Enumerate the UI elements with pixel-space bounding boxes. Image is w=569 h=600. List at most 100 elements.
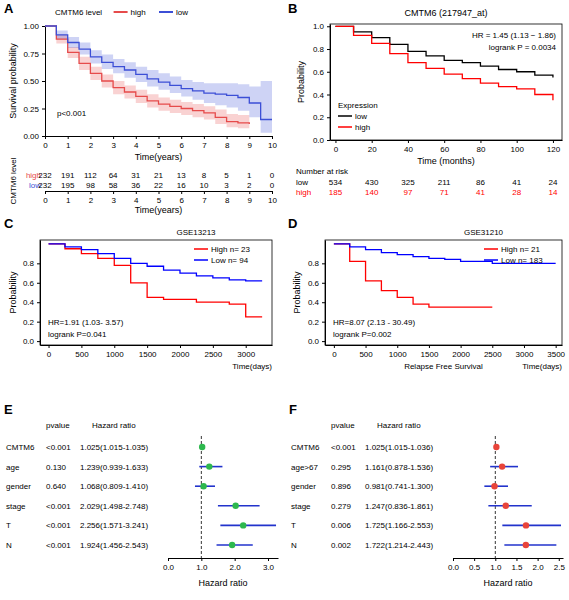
y-axis-tick-label: 0.8 [23, 259, 35, 268]
risk-x-axis-tick: 6 [179, 191, 184, 205]
risk-x-axis-tick: 1 [66, 191, 71, 205]
risk-count: 1 [247, 171, 252, 180]
x-axis-tick-mark [136, 136, 137, 139]
risk-count: 191 [61, 171, 75, 180]
x-axis-tick: 20 [368, 140, 377, 154]
legend-swatch [484, 248, 498, 250]
chart-title: GSE31210 [464, 228, 504, 237]
x-axis-tick-label: 3000 [516, 350, 534, 359]
row-label: T [6, 521, 11, 530]
y-axis-tick-mark [322, 341, 325, 342]
x-axis-tick-label: 40 [404, 145, 413, 154]
x-axis-tick-mark [366, 345, 367, 348]
risk-count: 0 [270, 181, 275, 190]
x-axis-line [331, 140, 563, 141]
x-axis-tick-mark [181, 136, 182, 139]
risk-x-axis-tick: 0 [43, 191, 48, 205]
x-axis-tick: 2 [89, 136, 94, 150]
survival-curve [49, 244, 263, 317]
y-axis: 0.00.20.40.60.81.0 [313, 22, 331, 145]
y-axis-tick: 0.6 [313, 68, 330, 77]
risk-x-axis-tick-mark [136, 191, 137, 194]
risk-x-axis-tick-label: 5 [157, 196, 162, 205]
panel-A: A0123456789100.000.250.500.751.00Surviva… [4, 1, 277, 215]
risk-x-axis-tick-label: 3 [111, 196, 116, 205]
y-axis: 0.000.250.500.751.00 [23, 22, 45, 141]
risk-count: 16 [177, 181, 186, 190]
x-axis-tick: 2000 [172, 345, 190, 359]
risk-count: 36 [131, 181, 140, 190]
plot-frame [325, 240, 562, 345]
x-axis-tick: 1.5 [511, 558, 523, 572]
x-axis-tick-mark [213, 345, 214, 348]
x-axis-title: Time(days) [232, 362, 272, 371]
x-axis-tick: 500 [359, 345, 373, 359]
legend: CMTM6 levelhighlow [55, 8, 188, 17]
x-axis-tick: 1500 [421, 345, 439, 359]
hazard-ratio-point [503, 503, 509, 509]
y-axis-tick-mark [42, 81, 45, 82]
hazard-ratio-point [491, 483, 497, 489]
risk-count: 8 [202, 171, 207, 180]
x-axis-tick: 3.0 [263, 558, 275, 572]
x-axis-title: Time (months) [417, 156, 475, 166]
survival-curve [45, 26, 272, 120]
legend-swatch [338, 115, 352, 117]
x-axis-tick: 0 [43, 136, 48, 150]
x-axis-tick-label: 2 [89, 141, 94, 150]
hazard-ratio-label: 1.239(0.939-1.633) [80, 463, 148, 472]
x-axis-title: Hazard ratio [198, 578, 247, 588]
y-axis-tick-label: 1.0 [313, 22, 325, 31]
y-axis-tick-mark [322, 283, 325, 284]
x-axis-tick: 2000 [452, 345, 470, 359]
x-axis-tick: 40 [404, 140, 413, 154]
column-header: pvalue [331, 421, 355, 430]
row-label: gender [6, 482, 31, 491]
y-axis-tick: 0.4 [313, 91, 330, 100]
x-axis-tick: 120 [547, 140, 561, 154]
annotation: logrank P=0.002 [333, 330, 392, 339]
risk-count: 3 [224, 181, 229, 190]
hazard-ratio-label: 1.924(1.456-2.543) [80, 541, 148, 550]
annotation: logrank P=0.041 [48, 330, 107, 339]
risk-count: 22 [154, 181, 163, 190]
x-axis-tick-label: 1500 [421, 350, 439, 359]
panel-B: B0204060801001200.00.20.40.60.81.0Probab… [288, 1, 563, 197]
x-axis-tick: 8 [225, 136, 230, 150]
risk-x-axis-tick-mark [45, 191, 46, 194]
x-axis-tick: 3 [111, 136, 116, 150]
x-axis-tick-mark [114, 345, 115, 348]
risk-table: high232191112643121138510low232195985836… [9, 157, 277, 215]
x-axis-tick-label: 20 [368, 145, 377, 154]
annotation: logrank P = 0.0034 [489, 43, 557, 52]
y-axis-tick: 0.0 [23, 337, 40, 346]
panel-label: A [4, 1, 14, 16]
risk-x-axis-tick: 4 [134, 191, 139, 205]
y-axis-tick-label: 0.6 [313, 68, 325, 77]
x-axis-tick-mark [559, 558, 560, 561]
x-axis-tick: 2500 [484, 345, 502, 359]
column-header: Hazard ratio [92, 421, 136, 430]
x-axis-tick-label: 3 [111, 141, 116, 150]
hazard-ratio-label: 1.025(1.015-1.036) [365, 443, 433, 452]
p-value: 0.279 [331, 502, 352, 511]
x-axis-tick-label: 0.5 [469, 563, 481, 572]
y-axis-tick: 0.0 [308, 337, 325, 346]
x-axis-tick: 80 [476, 140, 485, 154]
y-axis-tick-label: 0.25 [23, 105, 39, 114]
p-value: <0.001 [46, 521, 71, 530]
y-axis-line [40, 241, 41, 346]
x-axis-tick: 1.0 [196, 558, 208, 572]
row-label: stage [6, 502, 26, 511]
risk-count: 24 [548, 178, 557, 187]
x-axis-tick-label: 1000 [389, 350, 407, 359]
panel-C: C0500100015002000250030000.00.20.40.60.8… [4, 216, 273, 371]
risk-x-axis-tick-mark [204, 191, 205, 194]
y-axis-tick: 0.00 [23, 132, 45, 141]
x-axis-line [41, 345, 273, 346]
x-axis-tick-label: 3000 [237, 350, 255, 359]
legend-swatch [194, 259, 208, 261]
legend-label: high [131, 8, 146, 17]
y-axis-tick-mark [37, 341, 40, 342]
y-axis-tick-mark [37, 322, 40, 323]
